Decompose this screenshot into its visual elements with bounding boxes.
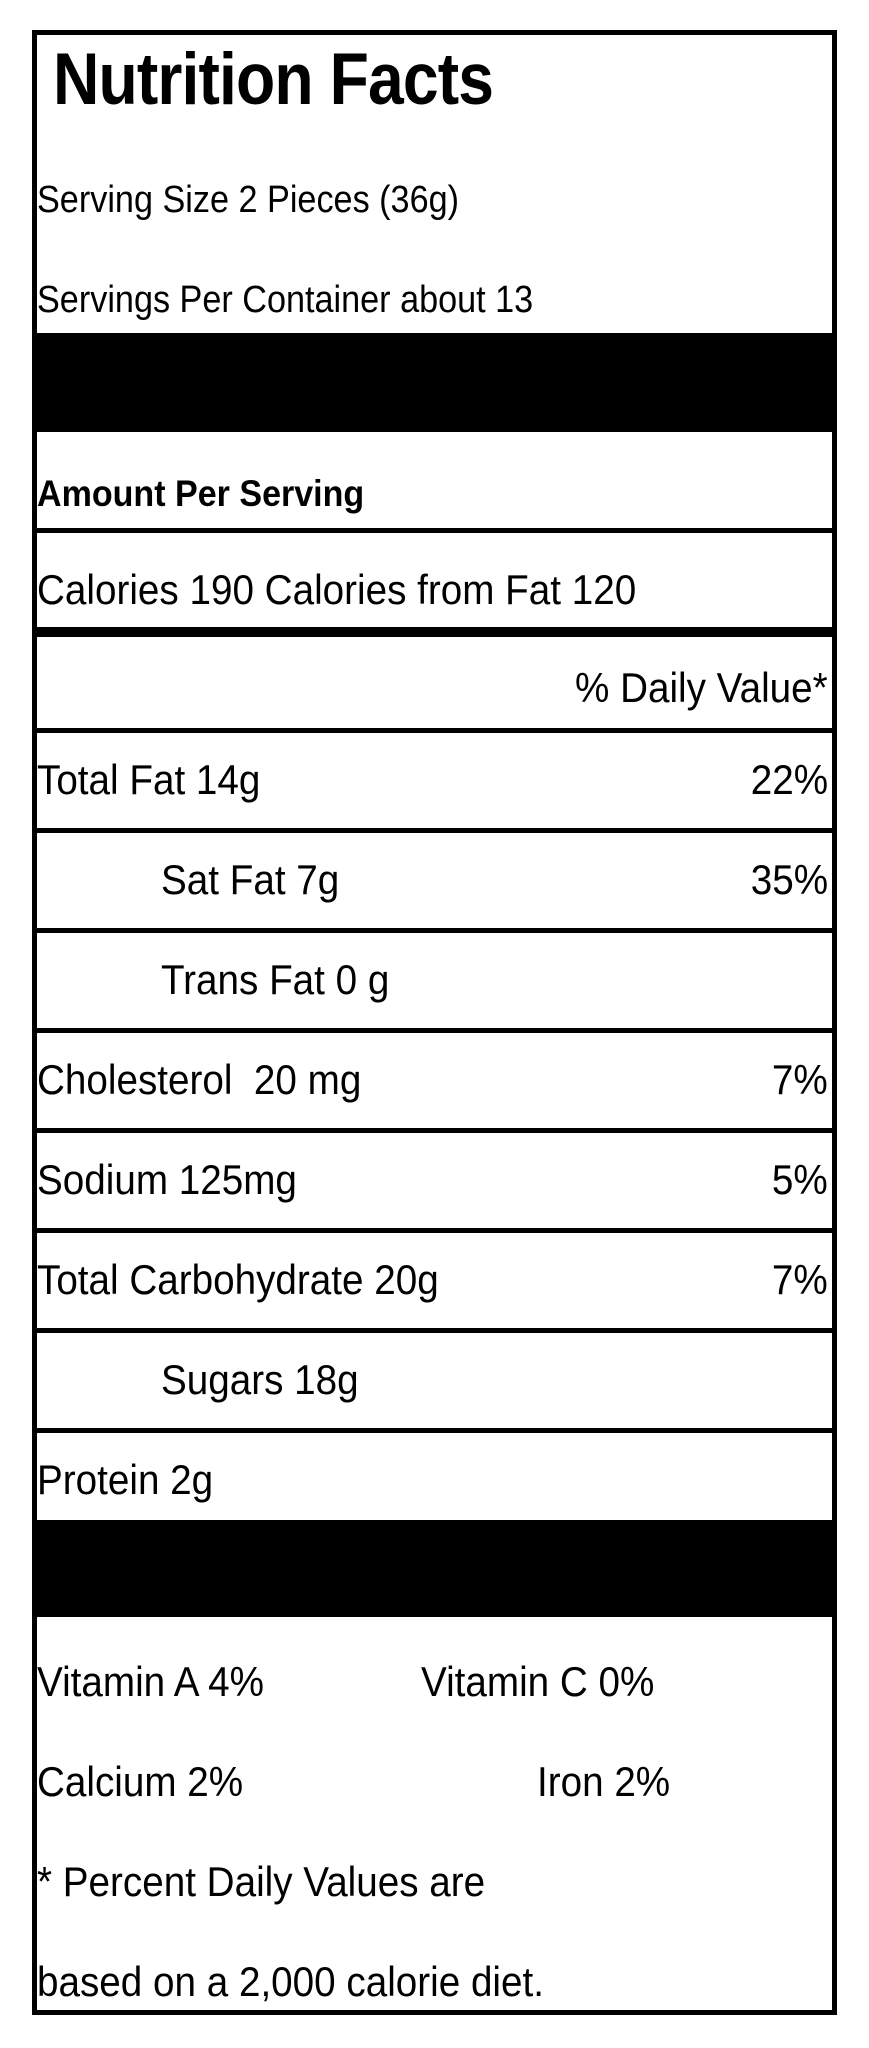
- nutrient-name: Sodium 125mg: [37, 1156, 297, 1203]
- nutrient-row-total-carbohydrate: Total Carbohydrate 20g 7%: [37, 1233, 832, 1328]
- nutrient-name: Sugars 18g: [161, 1356, 359, 1403]
- nutrient-row-total-fat: Total Fat 14g 22%: [37, 733, 832, 828]
- divider: [37, 1228, 832, 1233]
- daily-value-header: % Daily Value*: [575, 664, 828, 711]
- calcium: Calcium 2%: [37, 1758, 244, 1805]
- nutrient-name: Cholesterol 20 mg: [37, 1056, 362, 1103]
- vitamin-a: Vitamin A 4%: [37, 1658, 264, 1705]
- vitamin-c: Vitamin C 0%: [421, 1658, 655, 1705]
- footnote-line-2: based on a 2,000 calorie diet.: [37, 1958, 544, 2005]
- nutrient-row-cholesterol: Cholesterol 20 mg 7%: [37, 1033, 832, 1128]
- medium-divider: [37, 627, 832, 637]
- nutrient-name: Total Carbohydrate 20g: [37, 1256, 439, 1303]
- label-title: Nutrition Facts: [53, 39, 494, 120]
- nutrient-daily-value: 7%: [772, 1256, 828, 1303]
- divider: [37, 1128, 832, 1133]
- thick-divider-top: [37, 333, 832, 432]
- nutrient-row-protein: Protein 2g: [37, 1433, 832, 1528]
- nutrient-daily-value: 5%: [772, 1156, 828, 1203]
- divider: [37, 1428, 832, 1433]
- nutrient-row-sodium: Sodium 125mg 5%: [37, 1133, 832, 1228]
- amount-per-serving-heading: Amount Per Serving: [37, 473, 365, 514]
- nutrient-name: Protein 2g: [37, 1456, 214, 1503]
- divider: [37, 1028, 832, 1033]
- nutrient-row-sat-fat: Sat Fat 7g 35%: [37, 833, 832, 928]
- divider: [37, 1328, 832, 1333]
- thick-divider-bottom: [37, 1520, 832, 1617]
- nutrient-name: Sat Fat 7g: [161, 856, 340, 903]
- nutrient-name: Trans Fat 0 g: [161, 956, 390, 1003]
- divider: [37, 828, 832, 833]
- calories-line: Calories 190 Calories from Fat 120: [37, 566, 637, 613]
- nutrient-name: Total Fat 14g: [37, 756, 261, 803]
- nutrient-daily-value: 22%: [750, 756, 828, 803]
- nutrient-row-trans-fat: Trans Fat 0 g: [37, 933, 832, 1028]
- nutrient-row-sugars: Sugars 18g: [37, 1333, 832, 1428]
- serving-size: Serving Size 2 Pieces (36g): [37, 179, 460, 221]
- divider: [37, 728, 832, 733]
- nutrition-facts-label: Nutrition Facts Serving Size 2 Pieces (3…: [32, 30, 837, 2015]
- servings-per-container: Servings Per Container about 13: [37, 279, 534, 321]
- divider: [37, 528, 832, 533]
- divider: [37, 928, 832, 933]
- nutrient-daily-value: 7%: [772, 1056, 828, 1103]
- footnote-line-1: * Percent Daily Values are: [37, 1858, 486, 1905]
- nutrient-daily-value: 35%: [750, 856, 828, 903]
- iron: Iron 2%: [537, 1758, 671, 1805]
